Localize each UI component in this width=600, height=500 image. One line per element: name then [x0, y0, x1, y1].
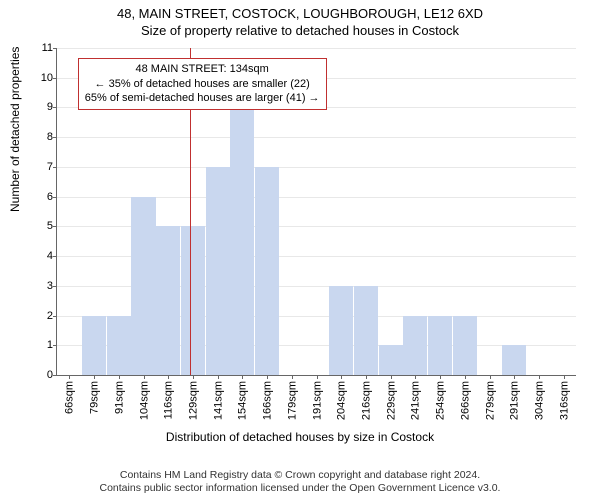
histogram-bar	[230, 107, 254, 375]
histogram-bar	[181, 226, 205, 375]
histogram-bar	[428, 316, 452, 375]
x-tick-label: 179sqm	[285, 381, 298, 420]
y-tick-mark	[53, 226, 57, 227]
y-tick-mark	[53, 345, 57, 346]
x-tick-mark	[242, 375, 243, 379]
histogram-bar	[82, 316, 106, 375]
x-tick-mark	[267, 375, 268, 379]
footer-line-2: Contains public sector information licen…	[0, 482, 600, 496]
histogram-bar	[206, 167, 230, 375]
y-tick-mark	[53, 316, 57, 317]
x-tick-label: 304sqm	[532, 381, 545, 420]
annotation-line: 48 MAIN STREET: 134sqm	[85, 62, 320, 77]
y-tick-mark	[53, 286, 57, 287]
x-tick-label: 116sqm	[162, 381, 175, 419]
histogram-bar	[107, 316, 131, 375]
x-tick-label: 91sqm	[112, 381, 125, 414]
x-tick-mark	[94, 375, 95, 379]
x-tick-label: 154sqm	[236, 381, 249, 420]
x-tick-label: 79sqm	[88, 381, 101, 414]
x-tick-label: 66sqm	[63, 381, 76, 414]
x-tick-mark	[193, 375, 194, 379]
gridline	[57, 167, 576, 168]
annotation-line: ← 35% of detached houses are smaller (22…	[85, 77, 320, 92]
y-axis-label: Number of detached properties	[8, 47, 22, 212]
gridline	[57, 48, 576, 49]
y-tick-mark	[53, 375, 57, 376]
y-tick-mark	[53, 137, 57, 138]
x-tick-mark	[415, 375, 416, 379]
y-tick-mark	[53, 48, 57, 49]
y-tick-mark	[53, 167, 57, 168]
page-title-main: 48, MAIN STREET, COSTOCK, LOUGHBOROUGH, …	[0, 0, 600, 21]
histogram-bar	[131, 197, 155, 375]
x-tick-mark	[341, 375, 342, 379]
plot-box: 0123456789101166sqm79sqm91sqm104sqm116sq…	[56, 48, 576, 376]
x-tick-mark	[292, 375, 293, 379]
footer-attribution: Contains HM Land Registry data © Crown c…	[0, 469, 600, 496]
x-tick-mark	[366, 375, 367, 379]
x-tick-mark	[317, 375, 318, 379]
x-tick-mark	[490, 375, 491, 379]
x-tick-mark	[539, 375, 540, 379]
x-tick-mark	[465, 375, 466, 379]
x-tick-mark	[119, 375, 120, 379]
x-tick-mark	[168, 375, 169, 379]
x-tick-mark	[514, 375, 515, 379]
y-tick-mark	[53, 256, 57, 257]
y-tick-mark	[53, 78, 57, 79]
x-tick-mark	[69, 375, 70, 379]
y-tick-mark	[53, 107, 57, 108]
histogram-bar	[156, 226, 180, 375]
x-tick-label: 216sqm	[359, 381, 372, 420]
gridline	[57, 137, 576, 138]
histogram-bar	[502, 345, 526, 375]
x-tick-mark	[440, 375, 441, 379]
y-tick-mark	[53, 197, 57, 198]
x-tick-label: 279sqm	[483, 381, 496, 420]
x-tick-label: 166sqm	[261, 381, 274, 420]
x-tick-label: 229sqm	[384, 381, 397, 420]
x-tick-label: 141sqm	[211, 381, 224, 420]
histogram-bar	[379, 345, 403, 375]
x-tick-label: 191sqm	[310, 381, 323, 420]
chart-plot-area: 0123456789101166sqm79sqm91sqm104sqm116sq…	[56, 48, 576, 376]
histogram-bar	[403, 316, 427, 375]
histogram-bar	[354, 286, 378, 375]
histogram-bar	[255, 167, 279, 375]
histogram-bar	[329, 286, 353, 375]
histogram-bar	[453, 316, 477, 375]
x-axis-label: Distribution of detached houses by size …	[0, 430, 600, 444]
page-title-sub: Size of property relative to detached ho…	[0, 21, 600, 42]
annotation-box: 48 MAIN STREET: 134sqm← 35% of detached …	[78, 58, 327, 111]
x-tick-label: 316sqm	[557, 381, 570, 420]
x-tick-label: 129sqm	[186, 381, 199, 420]
x-tick-mark	[391, 375, 392, 379]
x-tick-label: 204sqm	[335, 381, 348, 420]
x-tick-label: 291sqm	[508, 381, 521, 420]
x-tick-label: 241sqm	[409, 381, 422, 420]
x-tick-mark	[564, 375, 565, 379]
x-tick-label: 254sqm	[434, 381, 447, 420]
footer-line-1: Contains HM Land Registry data © Crown c…	[0, 469, 600, 483]
annotation-line: 65% of semi-detached houses are larger (…	[85, 91, 320, 106]
x-tick-mark	[218, 375, 219, 379]
x-tick-label: 266sqm	[458, 381, 471, 420]
x-tick-mark	[144, 375, 145, 379]
x-tick-label: 104sqm	[137, 381, 150, 420]
